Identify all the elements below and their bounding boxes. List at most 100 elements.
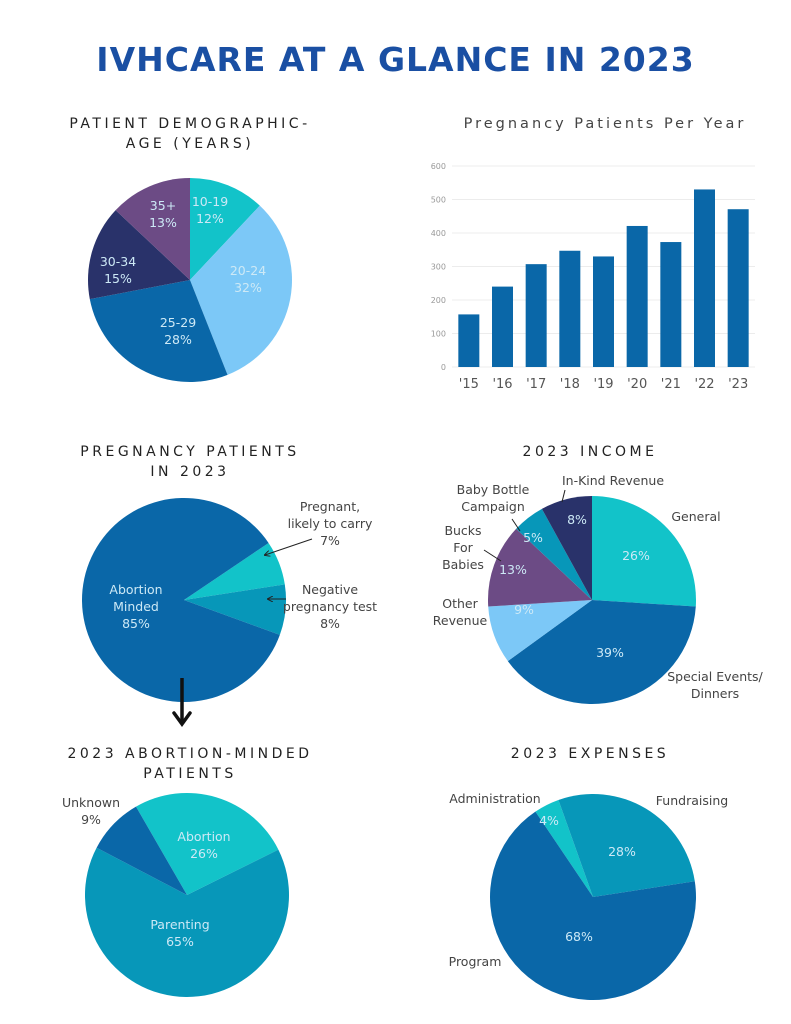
pie-slice-baby-bottle-campaign xyxy=(516,508,592,600)
pie-label-bucks-for-babies-line: Babies xyxy=(442,557,484,572)
pie-label-abortion-minded: Abortion Minded 85% xyxy=(109,582,162,631)
income-chart-title: 2023 INCOME xyxy=(522,444,658,460)
pie-label-fundraising: Fundraising xyxy=(656,793,728,808)
abortion-minded-chart-title: 2023 ABORTION-MINDED PATIENTS xyxy=(30,744,350,784)
pie-label-abortion-minded-line: Abortion xyxy=(109,582,162,597)
pie-pct-general-line: 26% xyxy=(622,548,650,563)
pie-pct-program: 68% xyxy=(565,929,593,944)
pie-slice-10-19 xyxy=(190,178,260,280)
pie-label-abortion-line: Abortion xyxy=(177,829,230,844)
pie-label-abortion-minded-line: 85% xyxy=(122,616,150,631)
y-tick-label: 100 xyxy=(431,330,446,339)
pregnancy-chart-title: PREGNANCY PATIENTS IN 2023 xyxy=(40,442,340,482)
x-tick-label: '15 xyxy=(459,377,479,392)
pie-label-in-kind-revenue-line: In-Kind Revenue xyxy=(562,473,664,488)
annotations xyxy=(172,489,566,727)
y-tick-label: 0 xyxy=(441,363,446,372)
down-arrow-head-icon xyxy=(172,711,192,727)
pie-slice-negative-pregnancy-test xyxy=(184,584,286,635)
income-pie-chart: 26% 39% 9% 13% 5% 8% General Special Events/Din… xyxy=(433,473,764,704)
pie-label-other-revenue: Other Revenue xyxy=(433,596,488,628)
pie-label-general-line: General xyxy=(671,509,720,524)
pie-label-20-24-line: 32% xyxy=(234,280,262,295)
x-tick-label: '22 xyxy=(694,377,714,392)
pie-label-10-19-line: 10-19 xyxy=(192,194,228,209)
pie-label-30-34-line: 30-34 xyxy=(100,254,136,269)
pie-label-abortion: Abortion 26% xyxy=(177,829,230,861)
pie-label-35: 35+ 13% xyxy=(149,198,177,230)
pie-label-pregnant-likely-to-carry-line: Pregnant, xyxy=(300,499,360,514)
pie-slice-fundraising xyxy=(558,793,695,897)
y-tick-label: 300 xyxy=(431,263,446,272)
pie-label-abortion-minded-line: Minded xyxy=(113,599,159,614)
x-tick-label: '23 xyxy=(728,377,748,392)
pie-label-parenting: Parenting 65% xyxy=(150,917,209,949)
pie-label-unknown-line: 9% xyxy=(81,812,101,827)
pie-label-fundraising-line: Fundraising xyxy=(656,793,728,808)
pie-label-negative-pregnancy-test-line: pregnancy test xyxy=(283,599,377,614)
pie-label-negative-pregnancy-test-line: 8% xyxy=(320,616,340,631)
pie-label-baby-bottle-campaign-line: Baby Bottle xyxy=(457,482,530,497)
pie-label-unknown: Unknown 9% xyxy=(62,795,120,827)
bar-chart-title: Pregnancy Patients Per Year xyxy=(463,116,747,132)
pie-pct-bucks-for-babies: 13% xyxy=(499,562,527,577)
pie-label-pregnant-likely-to-carry-line: likely to carry xyxy=(288,516,373,531)
pie-label-parenting-line: 65% xyxy=(166,934,194,949)
age-chart-title-line2: AGE (YEARS) xyxy=(125,136,255,152)
bar-16 xyxy=(492,286,513,367)
pie-label-bucks-for-babies: Bucks For Babies xyxy=(442,523,484,572)
callout-line-in-kind xyxy=(561,489,566,503)
pie-slice-pregnant-likely-to-carry xyxy=(184,542,285,600)
pie-pct-program-line: 68% xyxy=(565,929,593,944)
callout-arrow-pregnant xyxy=(265,538,313,555)
bar-21 xyxy=(660,242,682,367)
pie-slice-25-29 xyxy=(89,280,228,382)
pie-label-20-24: 20-24 32% xyxy=(230,263,266,295)
pie-slice-special-events-dinners xyxy=(507,600,696,704)
pie-label-25-29-line: 25-29 xyxy=(160,315,196,330)
pie-slice-20-24 xyxy=(190,205,292,375)
y-tick-label: 600 xyxy=(431,162,446,171)
callout-line-bucks xyxy=(483,549,502,562)
abortion-minded-pie-chart: Abortion 26% Parenting 65% Unknown 9% xyxy=(62,792,290,997)
pie-slice-program xyxy=(490,811,696,1000)
pie-pct-special-events-dinners: 39% xyxy=(596,645,624,660)
pie-label-special-events-dinners-line: Special Events/ xyxy=(667,669,763,684)
pie-slice-abortion-minded xyxy=(82,498,280,702)
pie-label-negative-pregnancy-test: Negative pregnancy test 8% xyxy=(283,582,377,631)
bar-18 xyxy=(559,250,581,367)
pie-label-parenting-line: Parenting xyxy=(150,917,209,932)
pie-slice-unknown xyxy=(96,806,187,895)
pie-label-30-34: 30-34 15% xyxy=(100,254,136,286)
pie-label-general: General xyxy=(671,509,720,524)
patients-per-year-bar-chart: 0 100 200 300 400 500 600 '15 '16 '17 '18 '19 '20 '21… xyxy=(431,162,755,392)
age-chart-title-line1: PATIENT DEMOGRAPHIC- xyxy=(69,116,311,132)
pie-label-negative-pregnancy-test-line: Negative xyxy=(302,582,358,597)
pie-slice-general xyxy=(592,496,696,607)
x-tick-label: '19 xyxy=(593,377,613,392)
callout-line-baby-bottle xyxy=(511,518,521,532)
abortion-minded-chart-title-line1: 2023 ABORTION-MINDED xyxy=(67,746,313,762)
x-tick-label: '16 xyxy=(492,377,512,392)
pie-label-35-line: 35+ xyxy=(150,198,176,213)
pie-label-10-19-line: 12% xyxy=(196,211,224,226)
y-tick-label: 200 xyxy=(431,296,446,305)
pie-label-30-34-line: 15% xyxy=(104,271,132,286)
pie-label-in-kind-revenue: In-Kind Revenue xyxy=(562,473,664,488)
bar-19 xyxy=(593,256,614,367)
bar-15 xyxy=(458,314,480,367)
pregnancy-chart-title-line1: PREGNANCY PATIENTS xyxy=(80,444,300,460)
pie-pct-administration: 4% xyxy=(539,813,559,828)
pie-label-35-line: 13% xyxy=(149,215,177,230)
page-title: IVHCARE AT A GLANCE IN 2023 xyxy=(96,40,695,79)
pie-pct-administration-line: 4% xyxy=(539,813,559,828)
pie-label-20-24-line: 20-24 xyxy=(230,263,266,278)
pie-label-unknown-line: Unknown xyxy=(62,795,120,810)
y-tick-label: 400 xyxy=(431,229,446,238)
pie-label-baby-bottle-campaign: Baby Bottle Campaign xyxy=(457,482,530,514)
pie-label-special-events-dinners-line: Dinners xyxy=(691,686,739,701)
pie-slice-abortion xyxy=(136,792,279,895)
pregnancy-chart-title-line2: IN 2023 xyxy=(150,464,230,480)
expenses-chart-title: 2023 EXPENSES xyxy=(510,746,670,762)
pie-label-bucks-for-babies-line: Bucks xyxy=(444,523,481,538)
